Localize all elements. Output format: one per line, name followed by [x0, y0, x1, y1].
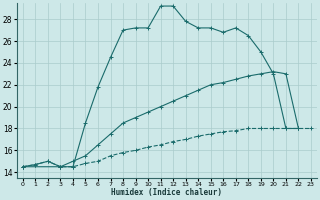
- X-axis label: Humidex (Indice chaleur): Humidex (Indice chaleur): [111, 188, 222, 197]
